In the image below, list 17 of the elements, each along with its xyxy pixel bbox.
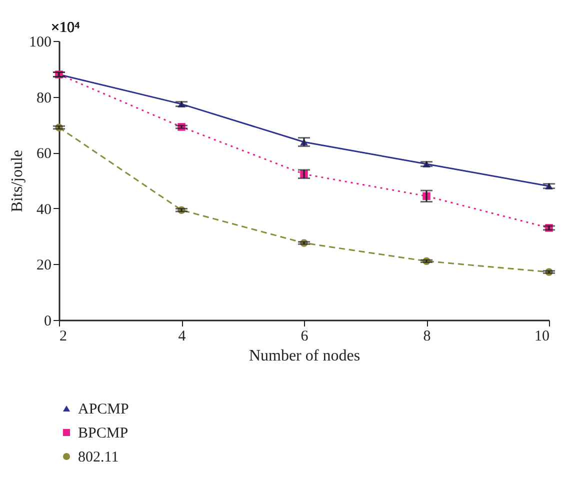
y-tick-label: 60	[36, 146, 52, 162]
legend-label: 802.11	[78, 450, 119, 466]
y-tick-label: 20	[36, 258, 52, 274]
y-tick-label: 100	[29, 34, 52, 50]
legend-label: BPCMP	[78, 426, 128, 442]
y-axis-title: Bits/joule	[9, 150, 26, 212]
y-tick-label: 40	[36, 202, 52, 218]
y-tick-label: 80	[36, 90, 52, 106]
x-tick-label: 8	[423, 328, 431, 344]
x-tick-label: 4	[178, 328, 186, 344]
x-axis-title: Number of nodes	[248, 348, 360, 364]
x-tick-label: 10	[534, 328, 550, 344]
legend-label: APCMP	[78, 402, 129, 418]
x-tick-label: 2	[60, 328, 67, 344]
x-tick-label: 6	[300, 328, 309, 344]
y-tick-label: 0	[44, 314, 52, 330]
text: ×10⁴	[51, 20, 80, 36]
